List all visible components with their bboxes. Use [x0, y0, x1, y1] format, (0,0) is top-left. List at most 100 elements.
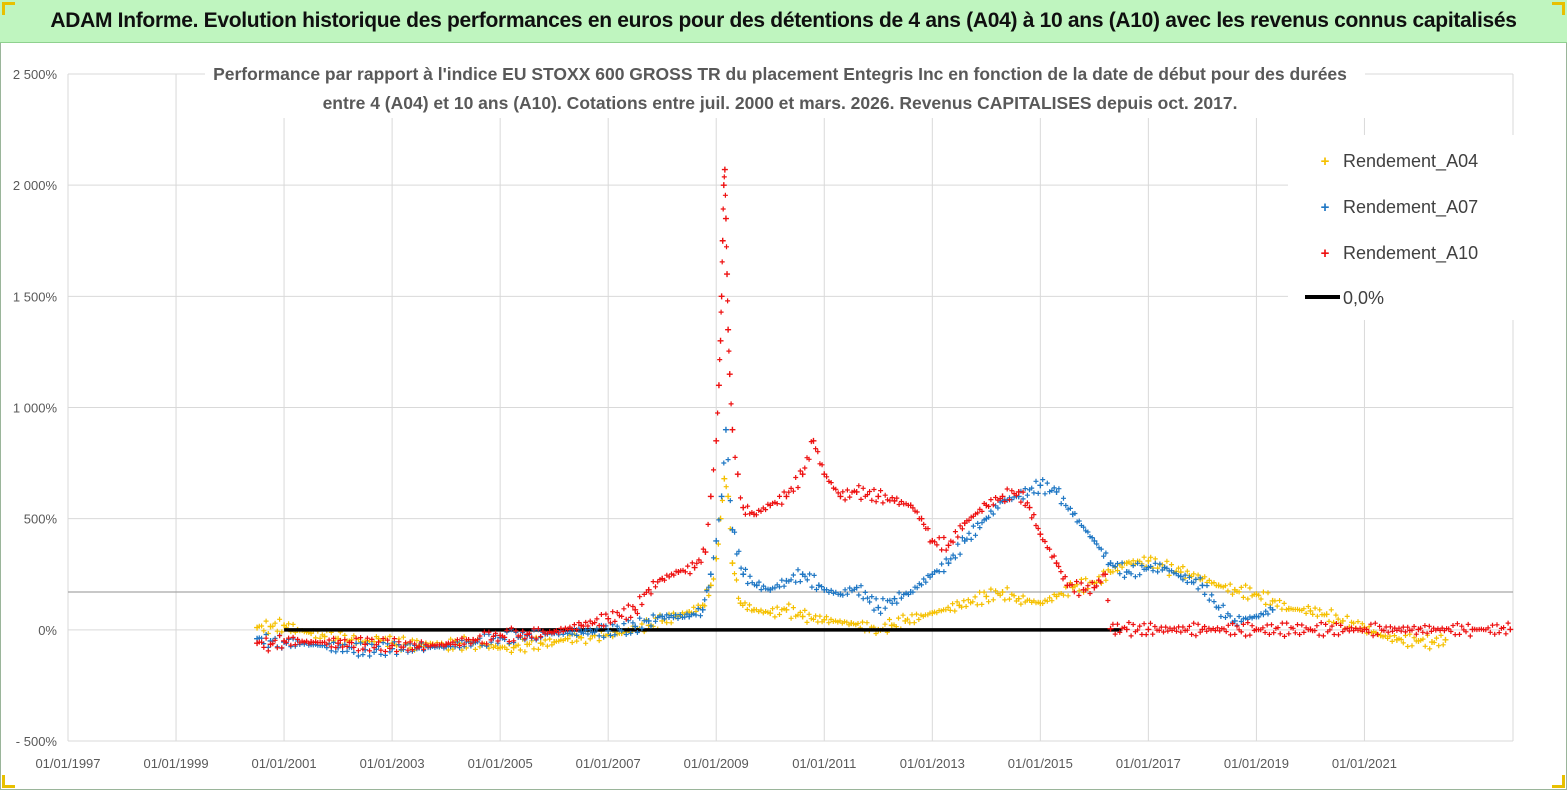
- point-cloud: [728, 401, 734, 407]
- point-cloud: [648, 577, 663, 597]
- point-cloud: [851, 619, 879, 636]
- data-point: [722, 426, 729, 433]
- legend-item-a04: + Rendement_A04: [1321, 151, 1478, 172]
- chart-title: Performance par rapport à l'indice EU ST…: [205, 58, 1365, 118]
- point-cloud: [283, 634, 312, 648]
- point-cloud: [1056, 486, 1073, 512]
- point-cloud: [1256, 620, 1311, 639]
- data-point: [1199, 582, 1206, 589]
- data-point: [983, 593, 990, 600]
- data-point: [945, 542, 952, 549]
- point-cloud: [678, 560, 695, 577]
- data-point: [767, 610, 774, 617]
- point-cloud: [1110, 621, 1127, 637]
- point-cloud: [723, 484, 729, 490]
- legend: + Rendement_A04 + Rendement_A07 + Rendem…: [1288, 135, 1516, 320]
- point-cloud: [337, 640, 366, 659]
- x-tick-label: 01/01/2019: [1224, 756, 1289, 771]
- point-cloud: [1218, 581, 1235, 597]
- point-cloud: [948, 523, 965, 545]
- data-point: [799, 471, 806, 478]
- legend-label-a10: Rendement_A10: [1343, 243, 1478, 264]
- point-cloud: [607, 618, 636, 638]
- point-cloud: [364, 635, 393, 654]
- data-point: [821, 616, 828, 623]
- point-cloud: [720, 206, 726, 212]
- point-cloud: [725, 457, 733, 504]
- data-point: [1107, 625, 1114, 632]
- point-cloud: [270, 633, 285, 651]
- point-cloud: [1272, 598, 1289, 613]
- point-cloud: [256, 635, 271, 654]
- point-cloud: [932, 556, 949, 575]
- point-cloud: [1029, 512, 1041, 531]
- point-cloud: [802, 607, 825, 625]
- data-point: [729, 560, 736, 567]
- data-point: [721, 166, 728, 173]
- point-cloud: [742, 503, 755, 517]
- point-cloud: [1110, 560, 1127, 580]
- point-cloud: [694, 546, 706, 566]
- title-banner: ADAM Informe. Evolution historique des p…: [0, 0, 1567, 43]
- point-cloud: [256, 618, 271, 636]
- data-point: [729, 426, 736, 433]
- point-cloud: [1040, 477, 1057, 497]
- data-point: [810, 437, 817, 444]
- point-cloud: [738, 495, 743, 501]
- point-cloud: [540, 636, 555, 649]
- point-cloud: [932, 535, 949, 553]
- data-point: [726, 371, 733, 378]
- point-cloud: [1148, 620, 1203, 639]
- data-point: [1269, 606, 1276, 613]
- corner-mark-top-left: [2, 2, 15, 15]
- point-cloud: [721, 174, 727, 180]
- legend-marker-a10: +: [1321, 245, 1330, 262]
- data-point: [1026, 504, 1033, 511]
- point-cloud: [1256, 589, 1273, 608]
- point-cloud: [1288, 604, 1311, 616]
- data-point: [1053, 488, 1060, 495]
- data-point: [702, 549, 709, 556]
- x-tick-label: 01/01/2003: [360, 756, 425, 771]
- data-point: [713, 437, 720, 444]
- data-point: [362, 641, 369, 648]
- point-cloud: [716, 517, 722, 523]
- point-cloud: [948, 535, 965, 562]
- point-cloud: [499, 625, 528, 644]
- legend-marker-a07: +: [1321, 199, 1330, 216]
- point-cloud: [1164, 565, 1181, 579]
- data-point: [891, 595, 898, 602]
- series-rendement-a07: [254, 426, 1276, 659]
- point-cloud: [802, 571, 819, 592]
- data-point: [691, 564, 698, 571]
- point-cloud: [1380, 633, 1397, 644]
- point-cloud: [1180, 572, 1203, 592]
- point-cloud: [1431, 632, 1446, 649]
- point-cloud: [719, 259, 725, 265]
- data-point: [707, 571, 714, 578]
- data-point: [999, 589, 1006, 596]
- point-cloud: [337, 635, 366, 654]
- legend-label-a07: Rendement_A07: [1343, 197, 1478, 218]
- point-cloud: [725, 298, 731, 304]
- data-point: [605, 627, 612, 634]
- chart-title-line-1: Performance par rapport à l'indice EU ST…: [213, 64, 1347, 84]
- data-point: [718, 493, 725, 500]
- data-point: [1037, 531, 1044, 538]
- data-point: [999, 493, 1006, 500]
- legend-item-a10: + Rendement_A10: [1321, 243, 1478, 264]
- point-cloud: [1310, 620, 1365, 639]
- point-cloud: [1083, 579, 1095, 596]
- point-cloud: [1040, 592, 1057, 606]
- data-point: [632, 606, 639, 613]
- point-cloud: [662, 611, 690, 622]
- data-point: [389, 642, 396, 649]
- point-cloud: [634, 589, 649, 616]
- series-rendement-a10: [254, 166, 1514, 654]
- data-point: [945, 560, 952, 567]
- point-cloud: [1018, 489, 1030, 508]
- series-rendement-a04: [254, 475, 1449, 655]
- point-cloud: [1126, 620, 1149, 639]
- data-point: [719, 237, 726, 244]
- point-cloud: [418, 639, 447, 652]
